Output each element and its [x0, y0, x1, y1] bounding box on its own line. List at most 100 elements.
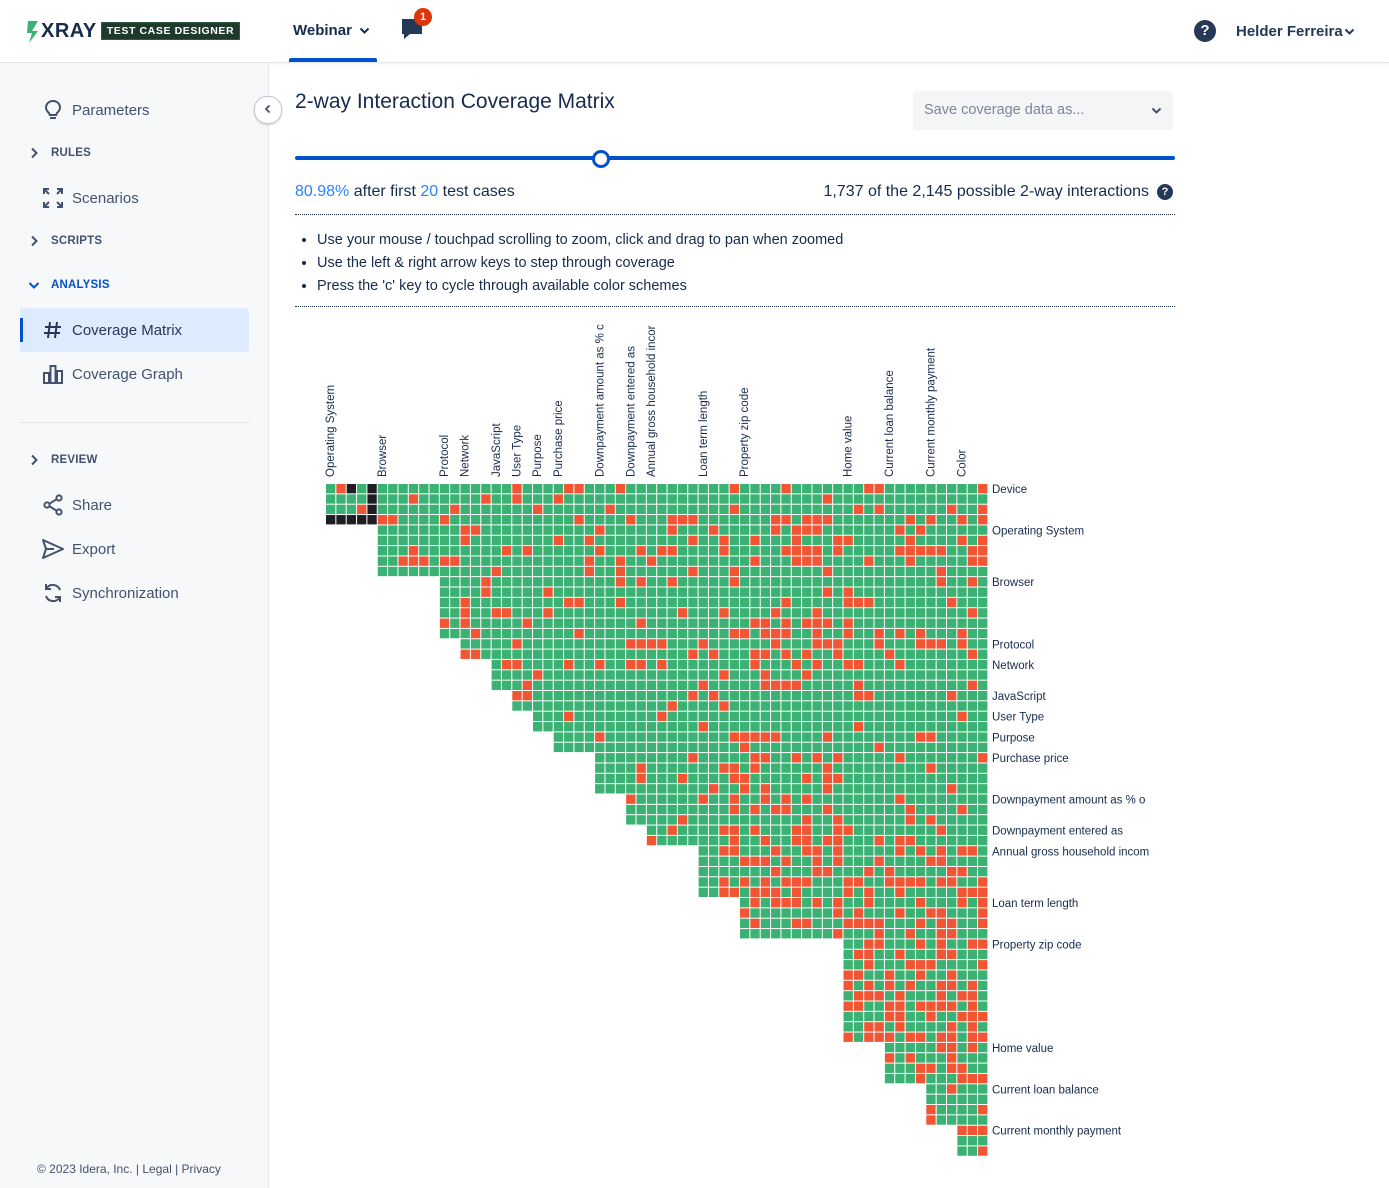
matrix-cell[interactable] — [843, 732, 853, 742]
matrix-cell[interactable] — [864, 908, 874, 918]
matrix-cell[interactable] — [667, 556, 677, 566]
matrix-cell[interactable] — [708, 639, 719, 649]
matrix-cell[interactable] — [429, 556, 439, 566]
matrix-cell[interactable] — [667, 618, 677, 628]
matrix-cell[interactable] — [936, 1105, 946, 1115]
matrix-cell[interactable] — [936, 877, 946, 887]
matrix-cell[interactable] — [926, 1094, 936, 1104]
matrix-cell[interactable] — [419, 484, 429, 494]
matrix-cell[interactable] — [719, 877, 729, 887]
matrix-cell[interactable] — [439, 597, 450, 608]
matrix-cell[interactable] — [905, 1032, 915, 1042]
matrix-cell[interactable] — [915, 887, 926, 897]
matrix-cell[interactable] — [864, 856, 874, 866]
matrix-cell[interactable] — [978, 515, 988, 525]
matrix-cell[interactable] — [915, 980, 926, 991]
matrix-cell[interactable] — [978, 1063, 988, 1073]
matrix-cell[interactable] — [491, 556, 501, 566]
matrix-cell[interactable] — [936, 1032, 946, 1042]
matrix-cell[interactable] — [833, 649, 843, 659]
matrix-cell[interactable] — [853, 877, 864, 887]
matrix-cell[interactable] — [926, 949, 936, 960]
matrix-cell[interactable] — [646, 701, 657, 711]
matrix-cell[interactable] — [553, 711, 564, 722]
matrix-cell[interactable] — [719, 846, 729, 856]
privacy-link[interactable]: Privacy — [181, 1162, 221, 1176]
matrix-cell[interactable] — [657, 763, 667, 773]
matrix-cell[interactable] — [657, 825, 667, 835]
matrix-cell[interactable] — [698, 659, 708, 670]
matrix-cell[interactable] — [677, 577, 688, 587]
matrix-cell[interactable] — [926, 691, 936, 701]
matrix-cell[interactable] — [326, 484, 336, 494]
matrix-cell[interactable] — [895, 515, 905, 525]
matrix-cell[interactable] — [791, 866, 802, 877]
matrix-cell[interactable] — [615, 535, 626, 546]
matrix-cell[interactable] — [822, 887, 833, 897]
matrix-cell[interactable] — [853, 1022, 864, 1032]
matrix-cell[interactable] — [771, 753, 781, 763]
matrix-cell[interactable] — [584, 649, 595, 659]
sidebar-item-synchronization[interactable]: Synchronization — [20, 571, 249, 615]
matrix-cell[interactable] — [398, 515, 408, 525]
matrix-cell[interactable] — [626, 556, 636, 566]
matrix-cell[interactable] — [595, 773, 605, 784]
matrix-cell[interactable] — [812, 825, 822, 835]
matrix-cell[interactable] — [947, 701, 957, 711]
matrix-cell[interactable] — [957, 1084, 967, 1094]
matrix-cell[interactable] — [708, 887, 719, 897]
matrix-cell[interactable] — [812, 597, 822, 608]
matrix-cell[interactable] — [512, 670, 522, 680]
matrix-cell[interactable] — [802, 701, 812, 711]
matrix-cell[interactable] — [667, 649, 677, 659]
matrix-cell[interactable] — [905, 504, 915, 515]
matrix-cell[interactable] — [802, 670, 812, 680]
matrix-cell[interactable] — [760, 680, 771, 690]
matrix-cell[interactable] — [584, 546, 595, 556]
matrix-cell[interactable] — [936, 980, 946, 991]
matrix-cell[interactable] — [791, 898, 802, 908]
matrix-cell[interactable] — [729, 515, 739, 525]
matrix-cell[interactable] — [978, 918, 988, 929]
matrix-cell[interactable] — [895, 1042, 905, 1053]
matrix-cell[interactable] — [843, 504, 853, 515]
matrix-cell[interactable] — [771, 722, 781, 732]
matrix-cell[interactable] — [957, 815, 967, 825]
matrix-cell[interactable] — [802, 691, 812, 701]
matrix-cell[interactable] — [895, 670, 905, 680]
matrix-cell[interactable] — [791, 535, 802, 546]
matrix-cell[interactable] — [760, 670, 771, 680]
matrix-cell[interactable] — [615, 515, 626, 525]
matrix-cell[interactable] — [884, 866, 895, 877]
matrix-cell[interactable] — [978, 691, 988, 701]
matrix-cell[interactable] — [843, 566, 853, 577]
matrix-cell[interactable] — [905, 691, 915, 701]
matrix-cell[interactable] — [895, 649, 905, 659]
matrix-cell[interactable] — [667, 835, 677, 846]
matrix-cell[interactable] — [750, 649, 760, 659]
matrix-cell[interactable] — [978, 577, 988, 587]
matrix-cell[interactable] — [853, 1011, 864, 1022]
matrix-cell[interactable] — [791, 846, 802, 856]
matrix-cell[interactable] — [791, 804, 802, 815]
matrix-cell[interactable] — [864, 577, 874, 587]
matrix-cell[interactable] — [926, 742, 936, 753]
matrix-cell[interactable] — [915, 1001, 926, 1011]
matrix-cell[interactable] — [853, 753, 864, 763]
matrix-cell[interactable] — [771, 618, 781, 628]
matrix-cell[interactable] — [708, 804, 719, 815]
matrix-cell[interactable] — [978, 742, 988, 753]
matrix-cell[interactable] — [957, 670, 967, 680]
matrix-cell[interactable] — [626, 711, 636, 722]
matrix-cell[interactable] — [791, 515, 802, 525]
matrix-cell[interactable] — [626, 742, 636, 753]
matrix-cell[interactable] — [750, 566, 760, 577]
matrix-cell[interactable] — [895, 929, 905, 939]
matrix-cell[interactable] — [533, 587, 543, 597]
matrix-cell[interactable] — [978, 970, 988, 980]
matrix-cell[interactable] — [564, 742, 574, 753]
matrix-cell[interactable] — [884, 773, 895, 784]
matrix-cell[interactable] — [936, 1094, 946, 1104]
matrix-cell[interactable] — [636, 628, 646, 639]
matrix-cell[interactable] — [947, 929, 957, 939]
